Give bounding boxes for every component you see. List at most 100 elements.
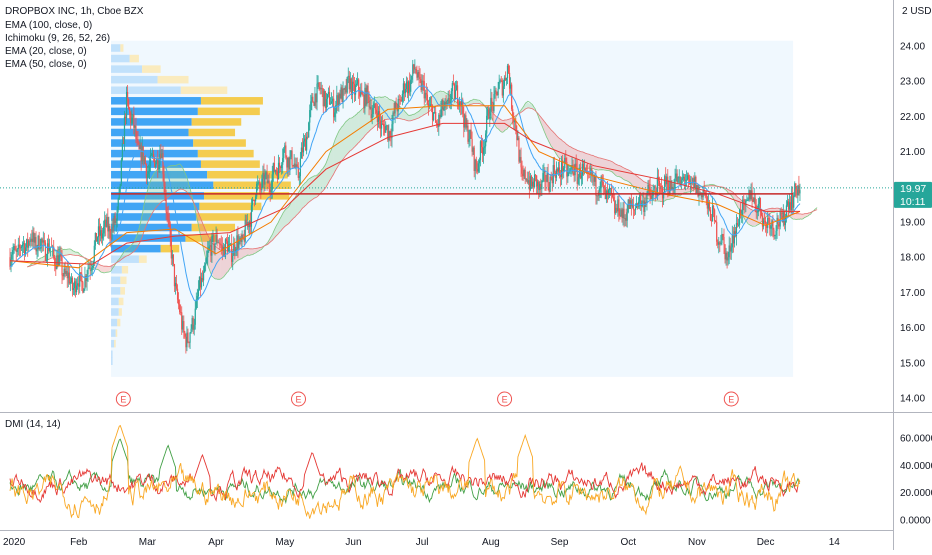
candle-body (242, 234, 244, 238)
candle-body (173, 264, 176, 287)
candle-body (344, 86, 346, 90)
candle-body (262, 172, 264, 179)
candle-body (602, 181, 604, 186)
candle-body (73, 281, 76, 289)
cloud-segment (289, 196, 296, 223)
candle-body (787, 201, 790, 210)
candle-body (109, 226, 111, 238)
candle-body (506, 65, 509, 78)
candle-body (223, 246, 226, 257)
cloud-segment (158, 167, 165, 206)
time-axis[interactable]: 2020 Feb Mar Apr May Jun Jul Aug Sep Oct Nov Dec 14 (3, 537, 840, 548)
candle-body (204, 265, 206, 273)
candle-body (760, 211, 763, 216)
candle-body (767, 218, 769, 228)
candle-body (504, 77, 507, 81)
candle-body (531, 181, 534, 187)
candle-body (137, 139, 139, 143)
candle-body (179, 304, 181, 313)
candle-body (206, 257, 208, 264)
candle-body (596, 195, 598, 197)
earnings-marker[interactable]: E (291, 391, 307, 407)
candle-body (487, 109, 489, 116)
legend-ichimoku[interactable]: Ichimoku (9, 26, 52, 26) (5, 33, 110, 44)
candle-body (511, 84, 513, 110)
candle-body (116, 209, 118, 221)
candle-body (393, 112, 395, 114)
candle-body (250, 205, 253, 227)
vp-bar-up (111, 139, 194, 147)
candle-body (197, 289, 199, 297)
candle-body (478, 160, 480, 164)
earnings-marker[interactable]: E (723, 391, 739, 407)
candle-body (21, 244, 24, 247)
candle-body (516, 131, 518, 141)
vp-bar-down (118, 308, 122, 316)
candle-body (725, 252, 727, 260)
candle-body (46, 243, 49, 260)
earnings-marker[interactable]: E (115, 391, 131, 407)
cloud-segment (495, 115, 502, 133)
candle-body (345, 86, 347, 93)
legend-ema-100[interactable]: EMA (100, close, 0) (5, 20, 92, 31)
candle-body (524, 169, 526, 179)
vp-bar-down (199, 202, 262, 211)
candle-body (57, 255, 59, 267)
candle-body (402, 83, 405, 94)
candle-body (160, 153, 162, 158)
candle-body (92, 261, 94, 268)
candle-body (676, 173, 678, 183)
candle-body (191, 318, 193, 329)
legend-ema-20[interactable]: EMA (20, close, 0) (5, 46, 87, 57)
dmi-legend[interactable]: DMI (14, 14) (5, 419, 61, 430)
candle-body (114, 215, 116, 224)
candle-body (151, 153, 154, 155)
candle-body (258, 182, 260, 183)
candle-body (701, 192, 703, 198)
vp-bar-up (111, 339, 115, 348)
candle-body (87, 268, 89, 275)
candle-body (180, 312, 182, 313)
candle-body (149, 155, 152, 167)
candle-body (100, 230, 103, 239)
candle-body (619, 215, 621, 217)
cloud-segment (152, 169, 159, 214)
candle-body (539, 184, 541, 191)
candle-body (581, 164, 584, 176)
candle-body (30, 238, 32, 242)
candle-body (738, 209, 741, 225)
candle-body (218, 242, 220, 244)
dmi-axis[interactable]: 0.0000 20.0000 40.0000 60.0000 (900, 434, 932, 527)
earnings-label: E (120, 395, 126, 405)
candle-body (625, 217, 627, 221)
candle-body (545, 181, 547, 183)
currency-label[interactable]: 2 USD (902, 6, 931, 17)
cloud-segment (326, 145, 334, 186)
candle-body (58, 255, 60, 267)
candle-body (623, 208, 625, 219)
candle-body (135, 125, 137, 139)
candle-body (794, 183, 796, 197)
time-tick-label: 2020 (3, 537, 26, 548)
dmi-tick-label: 40.0000 (900, 461, 932, 472)
candle-body (251, 199, 254, 206)
candle-body (27, 239, 29, 248)
candle-body (385, 125, 387, 133)
candle-body (452, 83, 454, 84)
candle-body (31, 238, 33, 242)
candle-body (746, 199, 748, 201)
legend-ema-50[interactable]: EMA (50, close, 0) (5, 59, 87, 70)
vp-bar-down (120, 287, 125, 295)
candle-body (246, 221, 248, 226)
candle-body (651, 195, 653, 199)
candle-body (394, 102, 396, 114)
candle-body (382, 123, 384, 125)
candle-body (243, 237, 245, 242)
candle-body (310, 101, 312, 111)
cloud-segment (532, 105, 540, 119)
earnings-marker[interactable]: E (497, 391, 513, 407)
candle-body (471, 138, 473, 152)
candle-body (259, 182, 261, 189)
